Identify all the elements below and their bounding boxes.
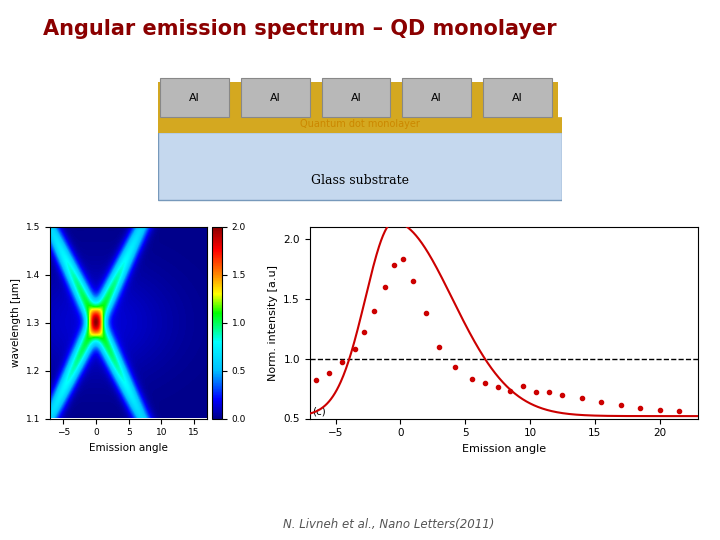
Y-axis label: wavelength [μm]: wavelength [μm] xyxy=(11,278,21,367)
Point xyxy=(634,403,646,412)
Bar xyxy=(158,117,562,132)
Text: Quantum dot monolayer: Quantum dot monolayer xyxy=(300,119,420,130)
Bar xyxy=(241,78,310,117)
Point xyxy=(531,388,542,396)
Point xyxy=(408,276,419,285)
Point xyxy=(466,375,477,383)
Text: Al: Al xyxy=(351,93,361,103)
Bar xyxy=(396,82,477,133)
Point xyxy=(388,261,400,269)
Text: H: H xyxy=(605,518,618,534)
Text: The nanophotonics and quantum fluids group: The nanophotonics and quantum fluids gro… xyxy=(0,522,231,531)
Point xyxy=(349,345,361,353)
Text: Al: Al xyxy=(431,93,442,103)
Point xyxy=(449,363,461,372)
Bar xyxy=(235,82,315,133)
Point xyxy=(323,369,335,377)
Text: Al: Al xyxy=(270,93,281,103)
Point xyxy=(654,406,665,414)
Text: Al: Al xyxy=(189,93,200,103)
Text: U: U xyxy=(620,518,632,534)
Point xyxy=(505,387,516,395)
Point xyxy=(595,397,607,406)
Point xyxy=(544,388,555,396)
Text: Angular emission spectrum – QD monolayer: Angular emission spectrum – QD monolayer xyxy=(43,19,557,39)
Bar xyxy=(158,132,562,200)
Text: Glass substrate: Glass substrate xyxy=(311,174,409,187)
Point xyxy=(420,309,432,318)
Point xyxy=(379,282,390,291)
Point xyxy=(518,382,529,390)
Bar xyxy=(161,78,229,117)
X-axis label: Emission angle: Emission angle xyxy=(462,444,546,454)
Point xyxy=(615,401,626,410)
X-axis label: Emission angle: Emission angle xyxy=(89,443,168,453)
Text: Al: Al xyxy=(512,93,523,103)
Bar xyxy=(402,78,471,117)
Point xyxy=(369,306,380,315)
Bar xyxy=(154,82,235,133)
Bar xyxy=(477,82,557,133)
Bar xyxy=(315,82,396,133)
Point xyxy=(576,394,588,402)
Text: N. Livneh et al., Nano Letters(2011): N. Livneh et al., Nano Letters(2011) xyxy=(283,518,495,531)
Point xyxy=(359,328,370,336)
Text: (c): (c) xyxy=(312,406,326,416)
Point xyxy=(397,255,409,264)
Bar xyxy=(483,78,552,117)
Point xyxy=(433,342,445,351)
Point xyxy=(557,390,568,399)
Point xyxy=(492,383,503,391)
Point xyxy=(479,378,490,387)
Point xyxy=(336,358,348,367)
Point xyxy=(673,407,685,416)
Bar xyxy=(322,78,390,117)
Point xyxy=(310,376,322,384)
Y-axis label: Norm. intensity [a.u]: Norm. intensity [a.u] xyxy=(268,265,278,381)
